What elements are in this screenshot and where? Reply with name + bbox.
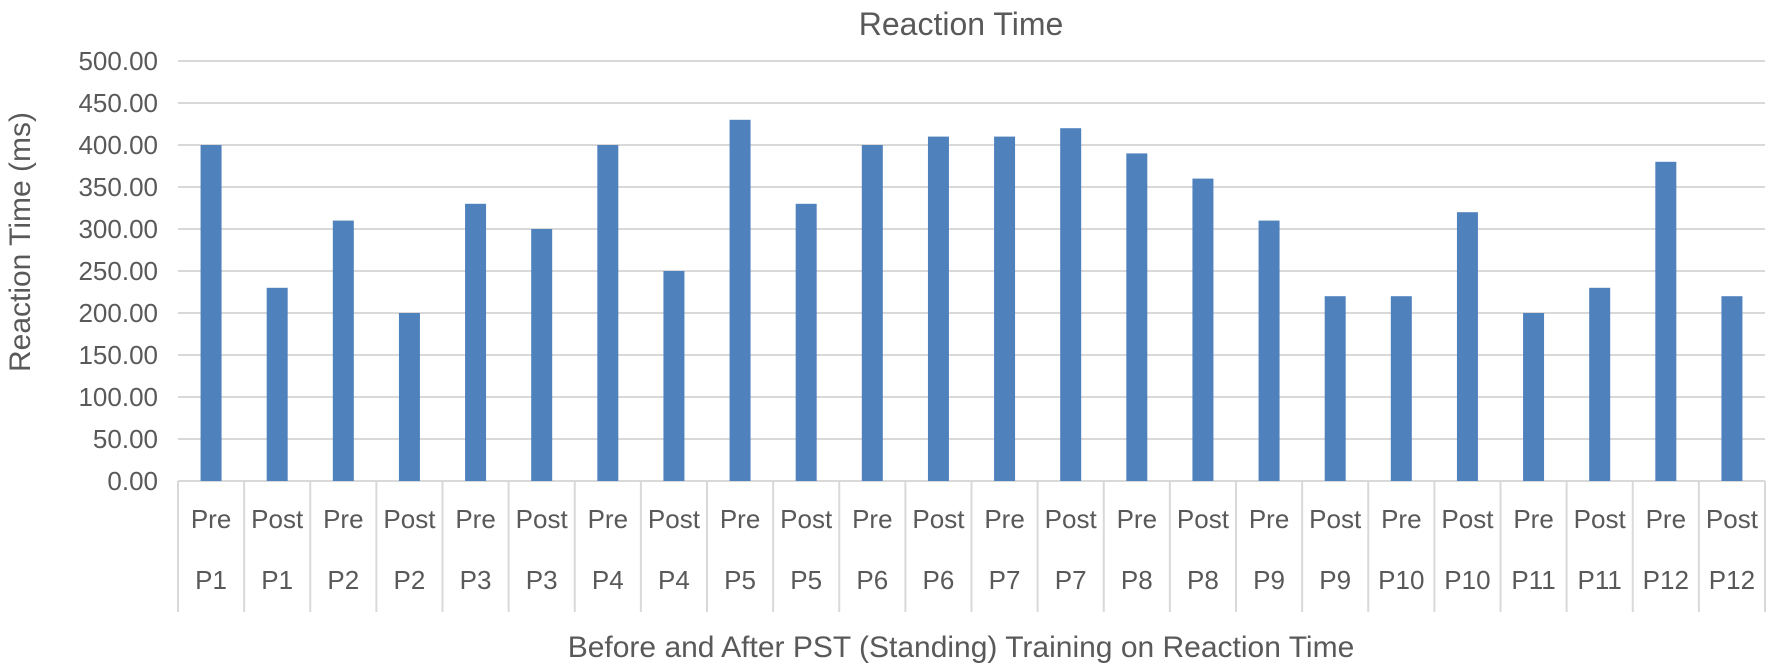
- bar: [1456, 212, 1478, 481]
- x-tick-participant-label: P6: [923, 565, 955, 595]
- y-tick-label: 400.00: [78, 130, 158, 160]
- bar: [332, 220, 354, 481]
- x-tick-participant-label: P11: [1578, 565, 1622, 595]
- x-tick-participant-label: P1: [261, 565, 293, 595]
- y-axis-ticks: 0.00 50.00 100.00 150.00 200.00 250.00 300.00 3…: [78, 46, 158, 496]
- bar: [398, 313, 420, 481]
- bar: [200, 145, 222, 481]
- bar: [1390, 296, 1412, 481]
- x-tick-phase-label: Pre: [852, 504, 892, 534]
- y-tick-label: 200.00: [78, 298, 158, 328]
- x-tick-participant-label: P8: [1121, 565, 1153, 595]
- bar: [1126, 153, 1148, 481]
- y-tick-label: 100.00: [78, 382, 158, 412]
- x-tick-phase-label: Post: [780, 504, 833, 534]
- y-tick-label: 50.00: [93, 424, 158, 454]
- x-tick-phase-label: Post: [1706, 504, 1759, 534]
- x-tick-participant-label: P9: [1319, 565, 1351, 595]
- x-tick-phase-label: Pre: [455, 504, 495, 534]
- y-axis-title: Reaction Time (ms): [4, 112, 37, 372]
- bar: [266, 287, 288, 481]
- x-tick-participant-label: P11: [1511, 565, 1555, 595]
- bar: [861, 145, 883, 481]
- x-tick-phase-label: Post: [1177, 504, 1230, 534]
- bar: [1721, 296, 1743, 481]
- bar: [994, 136, 1016, 481]
- x-tick-phase-label: Post: [1309, 504, 1362, 534]
- bar: [729, 119, 751, 482]
- x-tick-phase-label: Pre: [1117, 504, 1157, 534]
- x-tick-participant-label: P1: [195, 565, 227, 595]
- bar: [1258, 220, 1280, 481]
- x-tick-phase-label: Pre: [191, 504, 231, 534]
- x-tick-participant-label: P2: [327, 565, 359, 595]
- x-tick-phase-label: Post: [1045, 504, 1098, 534]
- bar: [1324, 296, 1346, 481]
- bar: [795, 203, 817, 482]
- chart-title: Reaction Time: [859, 6, 1064, 42]
- bar: [597, 145, 619, 481]
- x-tick-participant-label: P12: [1643, 565, 1689, 595]
- x-tick-participant-label: P4: [658, 565, 690, 595]
- x-tick-phase-label: Post: [383, 504, 436, 534]
- x-tick-phase-label: Post: [1574, 504, 1627, 534]
- x-tick-phase-label: Post: [912, 504, 965, 534]
- x-tick-participant-label: P10: [1378, 565, 1424, 595]
- x-tick-participant-label: P6: [856, 565, 888, 595]
- y-tick-label: 350.00: [78, 172, 158, 202]
- x-tick-phase-label: Pre: [984, 504, 1024, 534]
- bar: [927, 136, 949, 481]
- y-tick-label: 150.00: [78, 340, 158, 370]
- x-tick-participant-label: P10: [1444, 565, 1490, 595]
- y-tick-label: 0.00: [107, 466, 158, 496]
- bar: [1589, 287, 1611, 481]
- x-tick-participant-label: P9: [1253, 565, 1285, 595]
- x-tick-participant-label: P3: [526, 565, 558, 595]
- x-tick-phase-label: Pre: [720, 504, 760, 534]
- x-tick-phase-label: Post: [251, 504, 304, 534]
- x-tick-phase-label: Post: [516, 504, 569, 534]
- x-tick-phase-label: Pre: [1646, 504, 1686, 534]
- bars: [200, 119, 1743, 482]
- x-tick-phase-label: Pre: [588, 504, 628, 534]
- x-tick-participant-label: P7: [989, 565, 1021, 595]
- x-axis-title: Before and After PST (Standing) Training…: [568, 631, 1355, 664]
- x-axis-ticks: Pre P1 Post P1 Pre P2 Post P2 Pre P3 Post P3 Pre P4 Po…: [177, 481, 1766, 612]
- bar: [531, 229, 553, 481]
- gridlines: [178, 60, 1765, 482]
- x-tick-phase-label: Pre: [1381, 504, 1421, 534]
- x-tick-participant-label: P5: [724, 565, 756, 595]
- x-tick-participant-label: P12: [1709, 565, 1755, 595]
- x-tick-phase-label: Pre: [1513, 504, 1553, 534]
- y-tick-label: 250.00: [78, 256, 158, 286]
- x-tick-participant-label: P4: [592, 565, 624, 595]
- x-tick-participant-label: P8: [1187, 565, 1219, 595]
- bar: [1060, 128, 1082, 481]
- y-tick-label: 300.00: [78, 214, 158, 244]
- x-tick-participant-label: P5: [790, 565, 822, 595]
- bar: [1192, 178, 1214, 481]
- x-tick-phase-label: Post: [648, 504, 701, 534]
- x-tick-phase-label: Pre: [323, 504, 363, 534]
- bar: [663, 271, 685, 481]
- x-tick-phase-label: Pre: [1249, 504, 1289, 534]
- bar: [1655, 161, 1677, 482]
- x-tick-participant-label: P2: [394, 565, 426, 595]
- x-tick-phase-label: Post: [1441, 504, 1494, 534]
- bar: [465, 203, 487, 482]
- x-tick-participant-label: P3: [460, 565, 492, 595]
- y-tick-label: 500.00: [78, 46, 158, 76]
- bar: [1523, 313, 1545, 481]
- y-tick-label: 450.00: [78, 88, 158, 118]
- x-tick-participant-label: P7: [1055, 565, 1087, 595]
